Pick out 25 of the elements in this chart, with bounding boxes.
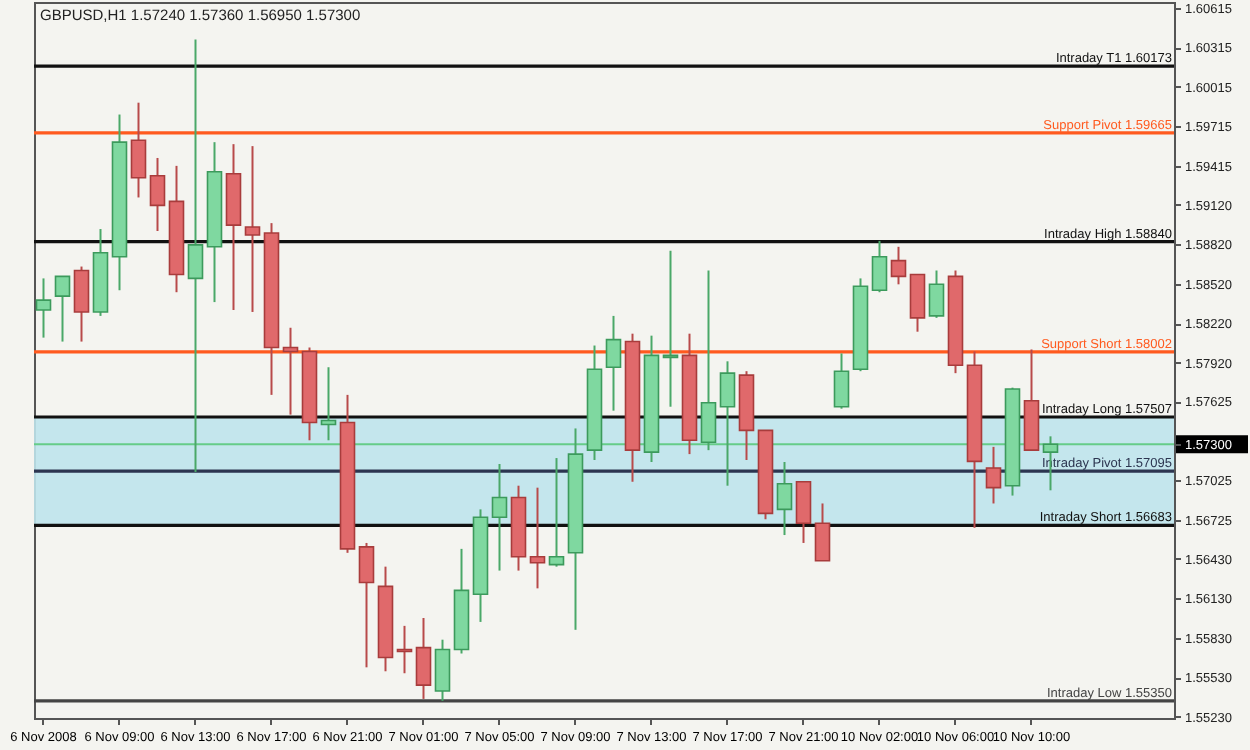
candlestick	[548, 457, 565, 568]
candlestick	[149, 156, 166, 233]
candlestick	[415, 616, 432, 700]
candlestick	[434, 638, 451, 702]
candlestick	[130, 101, 147, 199]
candlestick	[719, 360, 736, 487]
candlestick	[776, 461, 793, 537]
candlestick	[814, 502, 831, 562]
candlestick	[909, 273, 926, 333]
candlestick	[35, 277, 52, 339]
candlestick	[833, 352, 850, 410]
candlestick	[73, 265, 90, 343]
candlestick	[795, 480, 812, 544]
candlestick	[985, 445, 1002, 505]
candlestick	[605, 314, 622, 412]
candlestick	[529, 486, 546, 590]
candlestick	[187, 38, 204, 473]
candlestick	[54, 275, 71, 343]
candlestick	[491, 462, 508, 572]
candlestick	[700, 269, 717, 452]
candlestick	[358, 541, 375, 669]
candlestick	[871, 239, 888, 294]
candlestick	[244, 145, 261, 313]
candlestick	[928, 269, 945, 319]
candlestick	[890, 245, 907, 286]
